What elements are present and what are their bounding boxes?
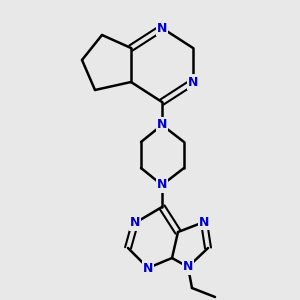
Text: N: N: [157, 22, 167, 34]
Text: N: N: [183, 260, 193, 274]
Text: N: N: [143, 262, 153, 275]
Text: N: N: [130, 217, 140, 230]
Text: N: N: [199, 215, 209, 229]
Text: N: N: [157, 178, 167, 191]
Text: N: N: [188, 76, 198, 88]
Text: N: N: [157, 118, 167, 131]
